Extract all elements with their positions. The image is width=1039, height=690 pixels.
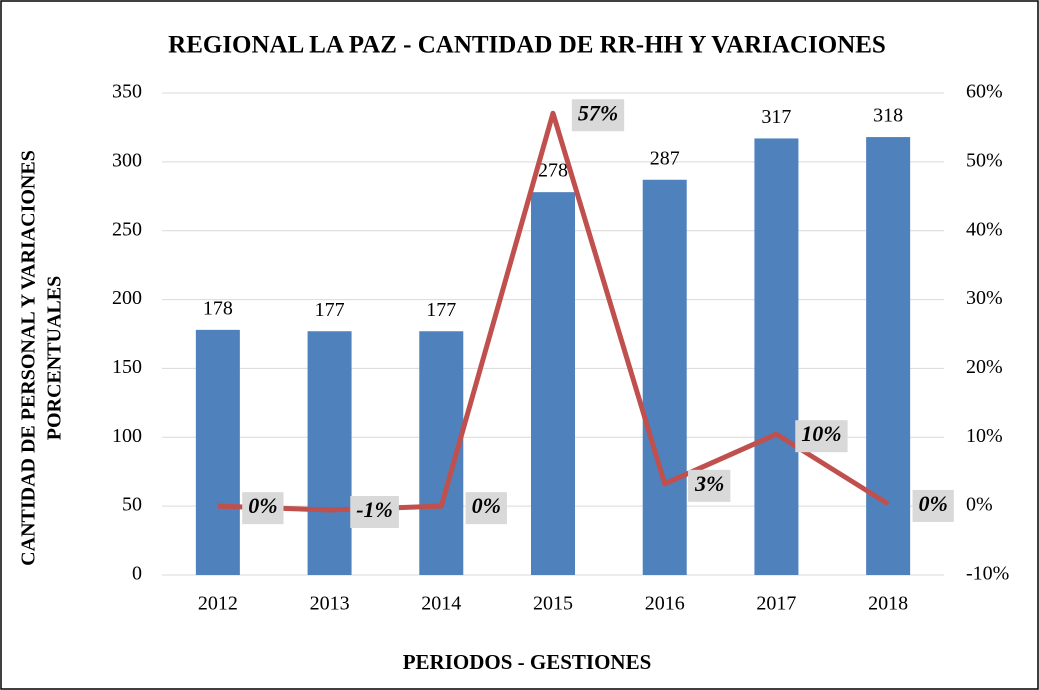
y2-tick-label: -10% bbox=[966, 563, 1009, 585]
y-axis-label: CANTIDAD DE PERSONAL Y VARIACIONES bbox=[18, 150, 40, 566]
data-label-box bbox=[571, 99, 625, 132]
bar bbox=[195, 329, 240, 575]
y2-tick-label: 60% bbox=[966, 81, 1003, 103]
y2-tick-label: 40% bbox=[966, 218, 1003, 240]
data-label: 10% bbox=[801, 421, 841, 446]
x-tick-label: 2014 bbox=[421, 593, 461, 615]
y2-tick-label: 10% bbox=[966, 425, 1003, 447]
data-label-box bbox=[242, 492, 284, 525]
bar bbox=[307, 331, 352, 575]
y-tick-label: 50 bbox=[122, 494, 142, 516]
bar bbox=[531, 192, 575, 575]
data-label: 0% bbox=[472, 493, 501, 518]
line bbox=[217, 110, 890, 513]
y-tick-label: 0 bbox=[132, 563, 142, 585]
y2-tick-label: 50% bbox=[966, 149, 1003, 171]
y-tick-label: 300 bbox=[112, 149, 142, 171]
data-label: 0% bbox=[248, 493, 277, 518]
x-tick-label: 2013 bbox=[310, 593, 350, 615]
y-tick-label: 100 bbox=[112, 425, 142, 447]
y-tick-label: 150 bbox=[112, 356, 142, 378]
data-label-box bbox=[912, 489, 954, 522]
x-tick-label: 2018 bbox=[868, 593, 908, 615]
data-label: 178 bbox=[203, 297, 233, 319]
chart-title: REGIONAL LA PAZ - CANTIDAD DE RR-HH Y VA… bbox=[168, 32, 886, 59]
y2-tick-label: 0% bbox=[966, 494, 993, 516]
y-tick-label: 200 bbox=[112, 287, 142, 309]
bar bbox=[754, 138, 799, 575]
y2-tick-label: 20% bbox=[966, 356, 1003, 378]
y-tick-label: 350 bbox=[112, 81, 142, 103]
x-tick-label: 2016 bbox=[645, 593, 685, 615]
bar bbox=[866, 137, 911, 575]
data-label-box bbox=[350, 495, 399, 528]
bar bbox=[642, 179, 687, 575]
data-label: 3% bbox=[694, 471, 724, 496]
y2-tick-label: 30% bbox=[966, 287, 1003, 309]
data-label: 287 bbox=[650, 147, 680, 169]
data-label-box bbox=[465, 492, 507, 525]
data-label: -1% bbox=[356, 497, 393, 522]
data-label: 177 bbox=[426, 299, 456, 321]
x-tick-label: 2017 bbox=[756, 593, 796, 615]
data-label: 0% bbox=[918, 491, 947, 516]
y-tick-label: 250 bbox=[112, 218, 142, 240]
data-label-box bbox=[688, 469, 731, 502]
data-label-box bbox=[795, 420, 848, 453]
data-label: 318 bbox=[873, 105, 903, 127]
x-axis-label: PERIODOS - GESTIONES bbox=[403, 650, 652, 674]
x-tick-label: 2015 bbox=[533, 593, 573, 615]
data-label: 317 bbox=[761, 106, 791, 128]
data-label: 177 bbox=[315, 299, 345, 321]
data-label: 278 bbox=[538, 160, 568, 182]
y-axis-label: PORCENTUALES bbox=[44, 276, 66, 440]
x-tick-label: 2012 bbox=[198, 593, 238, 615]
data-label: 57% bbox=[578, 100, 618, 125]
